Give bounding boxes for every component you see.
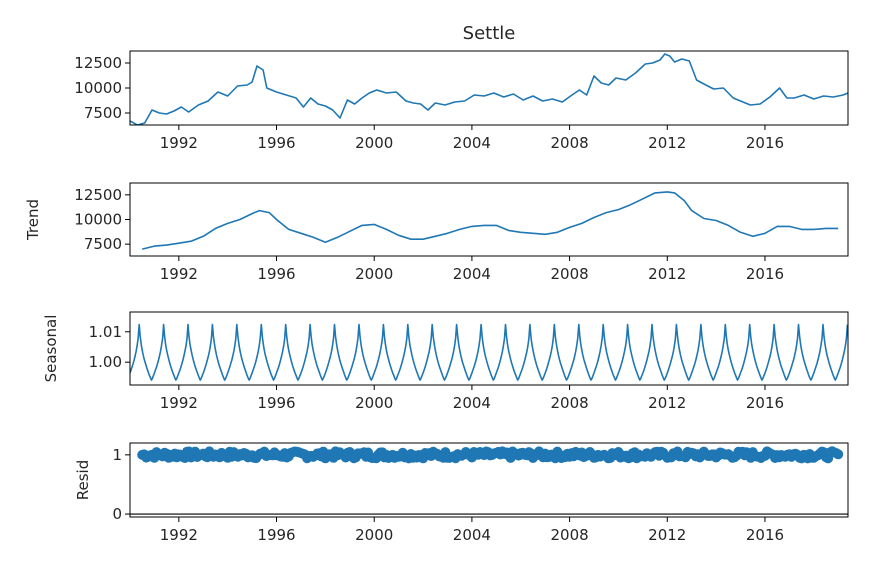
x-tick-label: 2016 <box>746 265 784 283</box>
y-tick-label: 0 <box>112 505 122 523</box>
y-tick-label: 10000 <box>74 79 122 97</box>
x-tick-label: 2000 <box>355 526 393 544</box>
x-tick-label: 2000 <box>355 265 393 283</box>
y-tick-label: 1 <box>112 446 122 464</box>
y-tick-label: 1.00 <box>89 353 122 371</box>
x-tick-label: 2004 <box>453 394 491 412</box>
x-tick-label: 2016 <box>746 134 784 152</box>
y-tick-label: 10000 <box>74 211 122 229</box>
resid-plot-area <box>130 446 848 515</box>
settle-frame <box>129 50 849 126</box>
x-tick-label: 2016 <box>746 394 784 412</box>
seasonal-plot-area <box>130 323 848 381</box>
seasonal-ylabel: Seasonal <box>42 315 60 383</box>
y-tick-label: 12500 <box>74 54 122 72</box>
trend-panel: 1992 1996 2000 2004 2008 2012 2016 7500 10000 125… <box>24 182 849 283</box>
trend-plot-area <box>142 191 839 250</box>
x-tick-label: 1996 <box>257 394 295 412</box>
settle-panel: 1992 1996 2000 2004 2008 2012 2016 7500 10000 125… <box>74 23 849 152</box>
seasonal-frame <box>129 311 849 386</box>
x-tick-label: 1996 <box>257 134 295 152</box>
resid-frame <box>129 442 849 518</box>
x-tick-label: 2012 <box>648 394 686 412</box>
x-tick-label: 1992 <box>160 526 198 544</box>
y-tick-label: 12500 <box>74 186 122 204</box>
x-tick-label: 2008 <box>550 526 588 544</box>
x-tick-label: 1992 <box>160 134 198 152</box>
resid-ylabel: Resid <box>74 460 92 500</box>
y-tick-label: 7500 <box>84 104 122 122</box>
x-tick-label: 2004 <box>453 526 491 544</box>
chart-title: Settle <box>463 23 516 44</box>
seasonal-panel: 1992 1996 2000 2004 2008 2012 2016 1.00 1.01 Seas… <box>42 311 849 412</box>
x-tick-label: 2004 <box>453 134 491 152</box>
trend-line <box>142 191 839 250</box>
x-tick-label: 2008 <box>550 265 588 283</box>
trend-ylabel: Trend <box>24 199 42 241</box>
x-tick-label: 2012 <box>648 265 686 283</box>
x-tick-label: 2016 <box>746 526 784 544</box>
resid-point <box>833 449 844 460</box>
x-tick-label: 2008 <box>550 134 588 152</box>
x-tick-label: 1992 <box>160 394 198 412</box>
y-tick-label: 1.01 <box>89 323 122 341</box>
seasonal-line <box>130 323 848 381</box>
settle-plot-area <box>130 53 848 125</box>
x-tick-label: 2008 <box>550 394 588 412</box>
x-tick-label: 1996 <box>257 265 295 283</box>
x-tick-label: 1992 <box>160 265 198 283</box>
x-tick-label: 2012 <box>648 526 686 544</box>
settle-line <box>130 53 848 125</box>
resid-panel: 1992 1996 2000 2004 2008 2012 2016 0 1 Resid <box>74 442 849 544</box>
x-tick-label: 2004 <box>453 265 491 283</box>
x-tick-label: 2000 <box>355 394 393 412</box>
x-tick-label: 1996 <box>257 526 295 544</box>
x-tick-label: 2012 <box>648 134 686 152</box>
y-tick-label: 7500 <box>84 235 122 253</box>
x-tick-label: 2000 <box>355 134 393 152</box>
